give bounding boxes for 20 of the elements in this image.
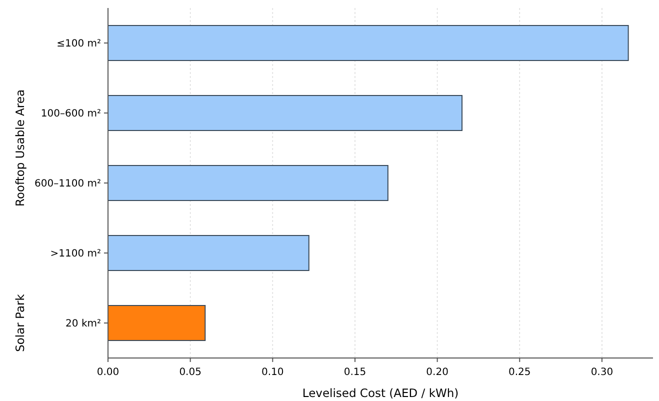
x-tick-label: 0.10 <box>262 367 284 378</box>
bar <box>108 235 310 271</box>
y-tick-label: 100–600 m² <box>40 108 101 120</box>
text: Solar Park <box>13 294 27 352</box>
x-tick-label: 0.25 <box>508 367 531 378</box>
y-axis-title: Rooftop Usable Area <box>13 89 27 207</box>
bar <box>108 95 463 131</box>
x-tick-label: 0.15 <box>344 367 366 378</box>
x-tick-label: 0.30 <box>590 367 614 378</box>
y-tick-label: 600–1100 m² <box>34 178 101 190</box>
bar <box>108 305 206 341</box>
x-axis-title: Levelised Cost (AED / kWh) <box>302 386 459 400</box>
x-tick-label: 0.05 <box>179 367 202 378</box>
x-tick-label: 0.20 <box>426 367 448 378</box>
y-tick-label: 20 km² <box>66 318 101 330</box>
y-tick-label: >1100 m² <box>50 248 101 260</box>
x-tick-label: 0.00 <box>96 367 120 378</box>
bar <box>108 25 629 61</box>
y-tick-label: ≤100 m² <box>56 38 101 50</box>
bar <box>108 165 388 201</box>
